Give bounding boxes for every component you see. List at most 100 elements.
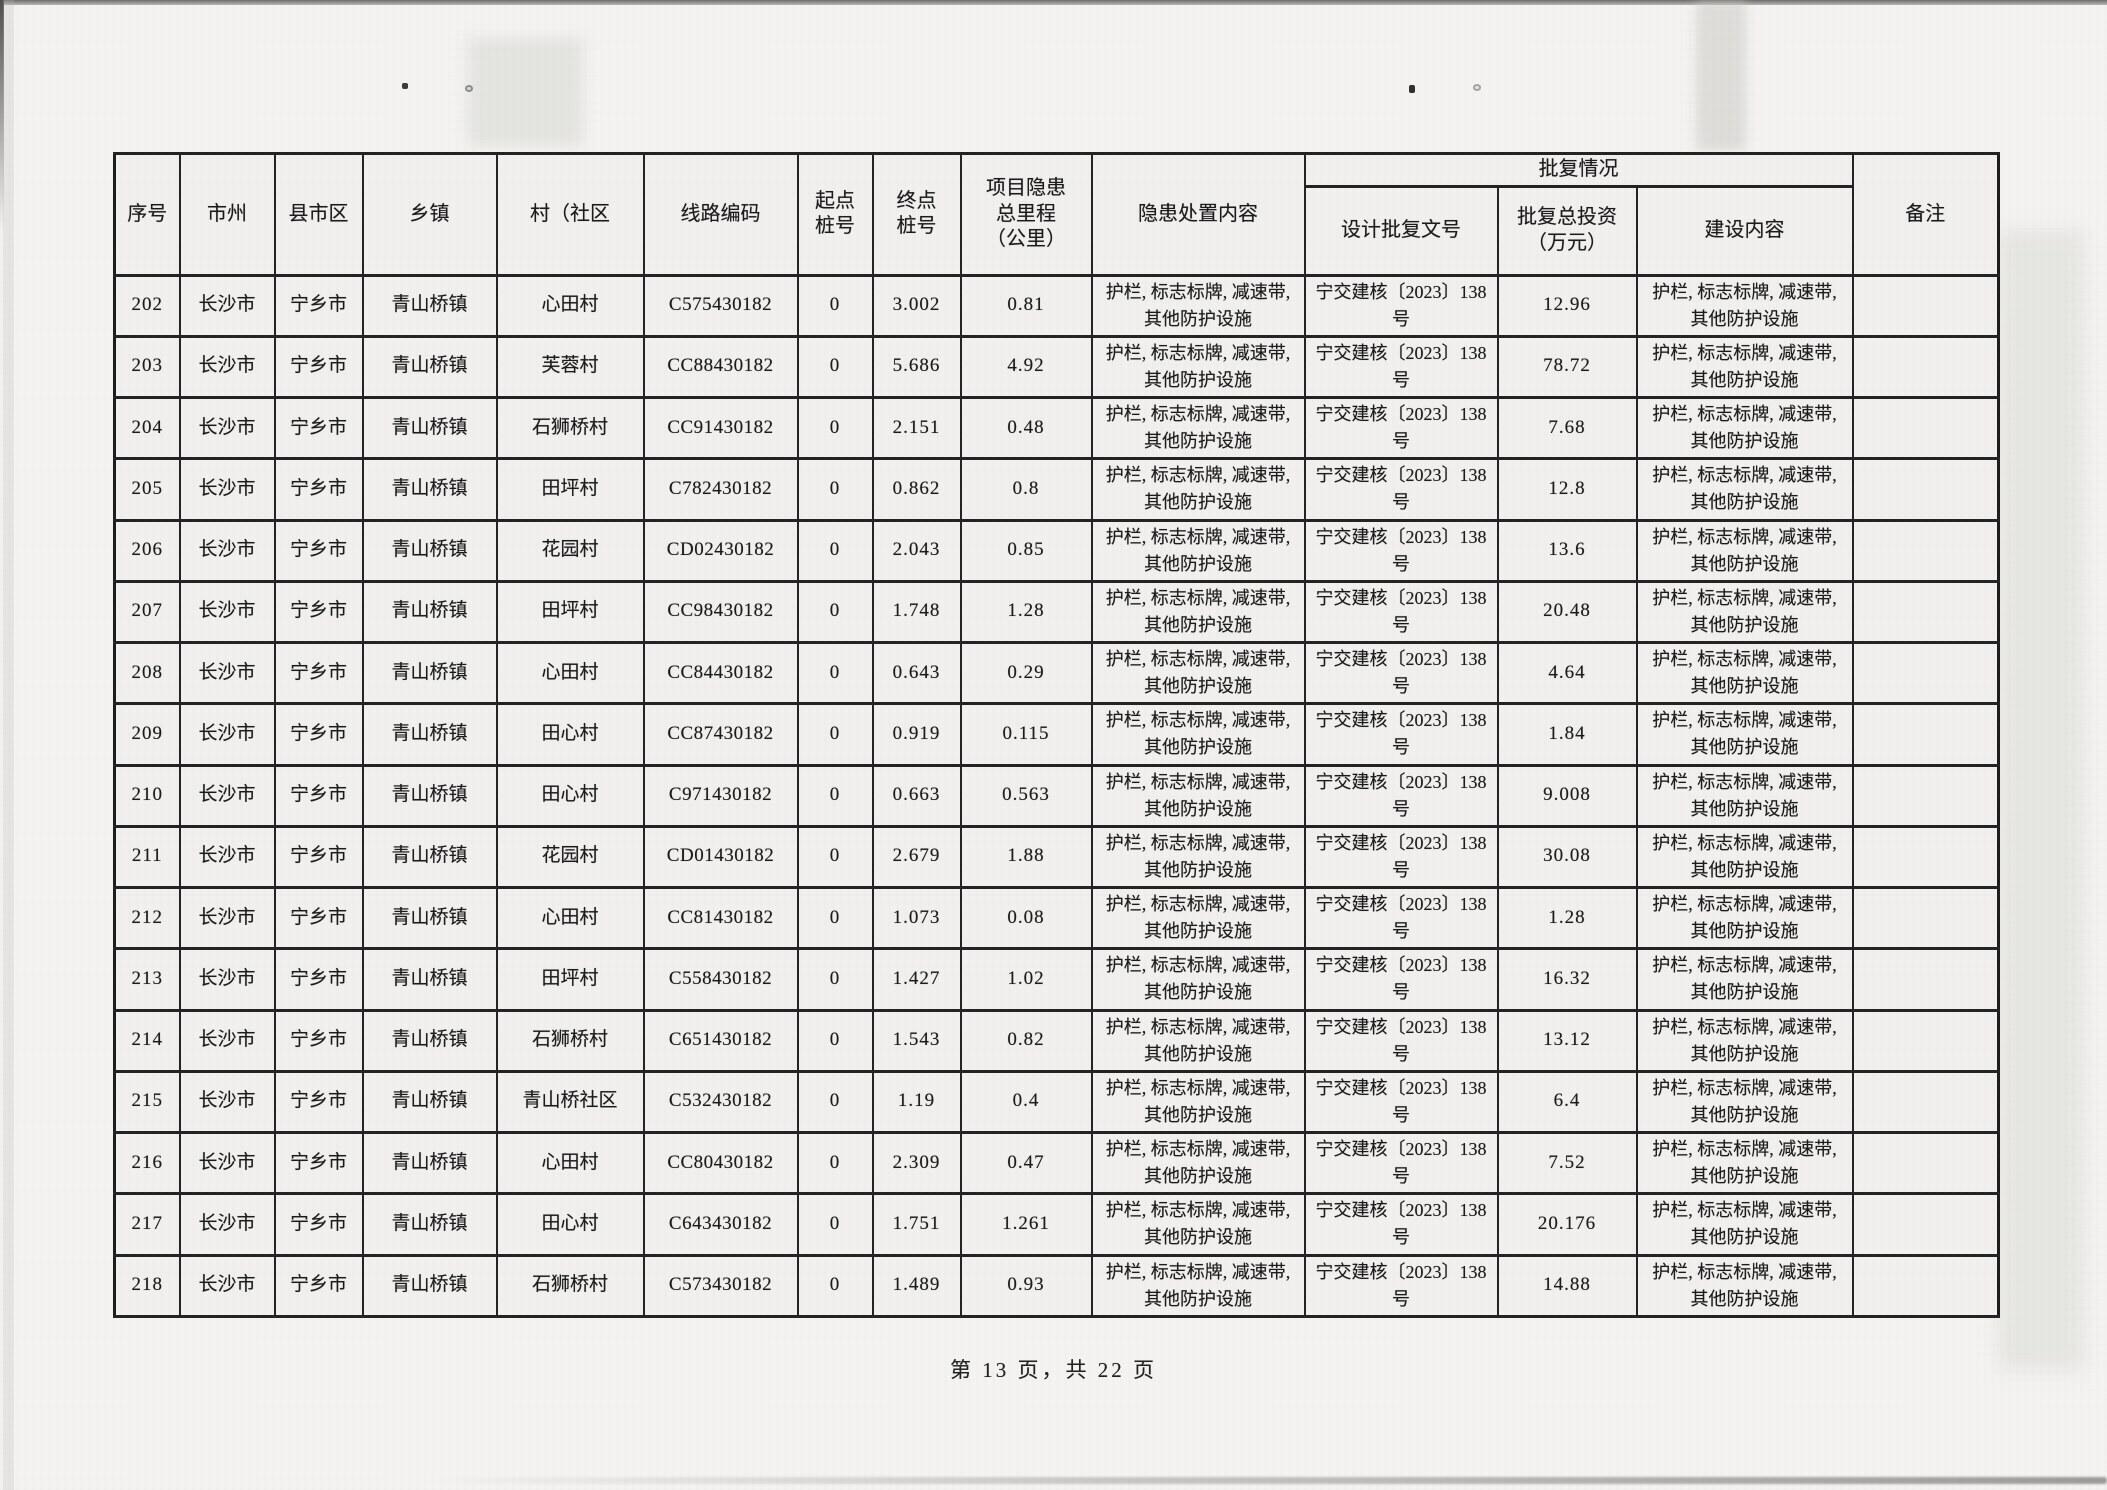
cell-doc_no: 宁交建核〔2023〕138号 <box>1303 518 1499 583</box>
cell-doc_no: 宁交建核〔2023〕138号 <box>1303 1192 1499 1257</box>
cell-construction: 护栏, 标志标牌, 减速带, 其他防护设施 <box>1635 1008 1854 1073</box>
scan-speck <box>402 83 408 89</box>
cell-start_stake: 0 <box>796 947 874 1012</box>
cell-start_stake: 0 <box>796 334 874 400</box>
cell-construction: 护栏, 标志标牌, 减速带, 其他防护设施 <box>1635 1192 1854 1257</box>
cell-end_stake: 0.643 <box>871 641 962 706</box>
column-header-village: 村（社区 <box>495 152 645 277</box>
scan-artifact-top-edge <box>0 0 2107 5</box>
cell-village: 花园村 <box>495 824 645 890</box>
column-header-start-stake: 起点 桩号 <box>796 152 874 277</box>
cell-city: 长沙市 <box>178 824 276 890</box>
column-header-approval-group: 批复情况 <box>1303 152 1854 188</box>
table-row: 204 长沙市 宁乡市 青山桥镇 石狮桥村 CC91430182 0 2.151 0.48 护栏,… <box>113 396 2000 461</box>
cell-seq: 213 <box>113 947 181 1012</box>
cell-county: 宁乡市 <box>273 1008 364 1073</box>
table-row: 206 长沙市 宁乡市 青山桥镇 花园村 CD02430182 0 2.043 0.85 护栏, … <box>113 518 2000 583</box>
cell-end_stake: 3.002 <box>871 273 962 338</box>
cell-town: 青山桥镇 <box>361 273 498 338</box>
cell-remark <box>1851 1253 2000 1319</box>
cell-county: 宁乡市 <box>273 396 364 461</box>
cell-end_stake: 1.543 <box>871 1008 962 1073</box>
cell-town: 青山桥镇 <box>361 641 498 706</box>
cell-doc_no: 宁交建核〔2023〕138号 <box>1303 334 1499 400</box>
cell-remark <box>1851 396 2000 461</box>
cell-town: 青山桥镇 <box>361 1192 498 1257</box>
cell-treatment: 护栏, 标志标牌, 减速带, 其他防护设施 <box>1090 947 1306 1012</box>
cell-remark <box>1851 1008 2000 1073</box>
column-header-city: 市州 <box>178 152 276 277</box>
cell-start_stake: 0 <box>796 702 874 767</box>
cell-construction: 护栏, 标志标牌, 减速带, 其他防护设施 <box>1635 1069 1854 1135</box>
cell-seq: 214 <box>113 1008 181 1073</box>
cell-seq: 205 <box>113 457 181 522</box>
table-row: 217 长沙市 宁乡市 青山桥镇 田心村 C643430182 0 1.751 1.261 护栏,… <box>113 1192 2000 1257</box>
cell-investment: 7.68 <box>1496 396 1638 461</box>
cell-doc_no: 宁交建核〔2023〕138号 <box>1303 641 1499 706</box>
cell-town: 青山桥镇 <box>361 1069 498 1135</box>
cell-code: CC80430182 <box>642 1131 799 1196</box>
cell-mileage: 0.48 <box>959 396 1093 461</box>
cell-doc_no: 宁交建核〔2023〕138号 <box>1303 579 1499 645</box>
scan-artifact-gray-patch-right <box>1998 230 2084 1370</box>
cell-end_stake: 0.919 <box>871 702 962 767</box>
cell-county: 宁乡市 <box>273 1192 364 1257</box>
cell-code: CC91430182 <box>642 396 799 461</box>
cell-treatment: 护栏, 标志标牌, 减速带, 其他防护设施 <box>1090 579 1306 645</box>
cell-town: 青山桥镇 <box>361 824 498 890</box>
cell-seq: 208 <box>113 641 181 706</box>
cell-village: 田心村 <box>495 1192 645 1257</box>
cell-investment: 14.88 <box>1496 1253 1638 1319</box>
cell-end_stake: 1.748 <box>871 579 962 645</box>
cell-village: 心田村 <box>495 1131 645 1196</box>
cell-treatment: 护栏, 标志标牌, 减速带, 其他防护设施 <box>1090 1253 1306 1319</box>
cell-city: 长沙市 <box>178 1192 276 1257</box>
cell-city: 长沙市 <box>178 334 276 400</box>
cell-village: 田心村 <box>495 702 645 767</box>
cell-treatment: 护栏, 标志标牌, 减速带, 其他防护设施 <box>1090 641 1306 706</box>
cell-construction: 护栏, 标志标牌, 减速带, 其他防护设施 <box>1635 824 1854 890</box>
scan-speck <box>465 85 473 92</box>
cell-mileage: 0.563 <box>959 763 1093 828</box>
cell-end_stake: 1.073 <box>871 886 962 951</box>
cell-code: CC87430182 <box>642 702 799 767</box>
cell-treatment: 护栏, 标志标牌, 减速带, 其他防护设施 <box>1090 1008 1306 1073</box>
cell-end_stake: 2.679 <box>871 824 962 890</box>
cell-code: C782430182 <box>642 457 799 522</box>
cell-village: 芙蓉村 <box>495 334 645 400</box>
cell-village: 石狮桥村 <box>495 1008 645 1073</box>
cell-code: CC98430182 <box>642 579 799 645</box>
cell-remark <box>1851 1131 2000 1196</box>
cell-remark <box>1851 579 2000 645</box>
cell-city: 长沙市 <box>178 1008 276 1073</box>
cell-mileage: 0.85 <box>959 518 1093 583</box>
table-row: 211 长沙市 宁乡市 青山桥镇 花园村 CD01430182 0 2.679 1.88 护栏, … <box>113 824 2000 890</box>
cell-county: 宁乡市 <box>273 824 364 890</box>
cell-treatment: 护栏, 标志标牌, 减速带, 其他防护设施 <box>1090 702 1306 767</box>
cell-county: 宁乡市 <box>273 947 364 1012</box>
cell-end_stake: 1.427 <box>871 947 962 1012</box>
cell-construction: 护栏, 标志标牌, 减速带, 其他防护设施 <box>1635 1131 1854 1196</box>
cell-doc_no: 宁交建核〔2023〕138号 <box>1303 702 1499 767</box>
scan-artifact-left-edge <box>0 0 4 230</box>
cell-seq: 216 <box>113 1131 181 1196</box>
cell-doc_no: 宁交建核〔2023〕138号 <box>1303 886 1499 951</box>
cell-end_stake: 2.309 <box>871 1131 962 1196</box>
cell-start_stake: 0 <box>796 763 874 828</box>
cell-doc_no: 宁交建核〔2023〕138号 <box>1303 947 1499 1012</box>
cell-treatment: 护栏, 标志标牌, 减速带, 其他防护设施 <box>1090 273 1306 338</box>
cell-construction: 护栏, 标志标牌, 减速带, 其他防护设施 <box>1635 334 1854 400</box>
cell-village: 田心村 <box>495 763 645 828</box>
cell-doc_no: 宁交建核〔2023〕138号 <box>1303 457 1499 522</box>
cell-village: 花园村 <box>495 518 645 583</box>
cell-code: C532430182 <box>642 1069 799 1135</box>
scan-artifact-bottom-smudge <box>428 1477 2107 1484</box>
column-header-end-stake: 终点 桩号 <box>871 152 962 277</box>
cell-city: 长沙市 <box>178 457 276 522</box>
column-header-approval-investment: 批复总投资 （万元） <box>1496 184 1638 277</box>
cell-doc_no: 宁交建核〔2023〕138号 <box>1303 1253 1499 1319</box>
cell-code: C971430182 <box>642 763 799 828</box>
cell-investment: 12.96 <box>1496 273 1638 338</box>
cell-investment: 13.6 <box>1496 518 1638 583</box>
